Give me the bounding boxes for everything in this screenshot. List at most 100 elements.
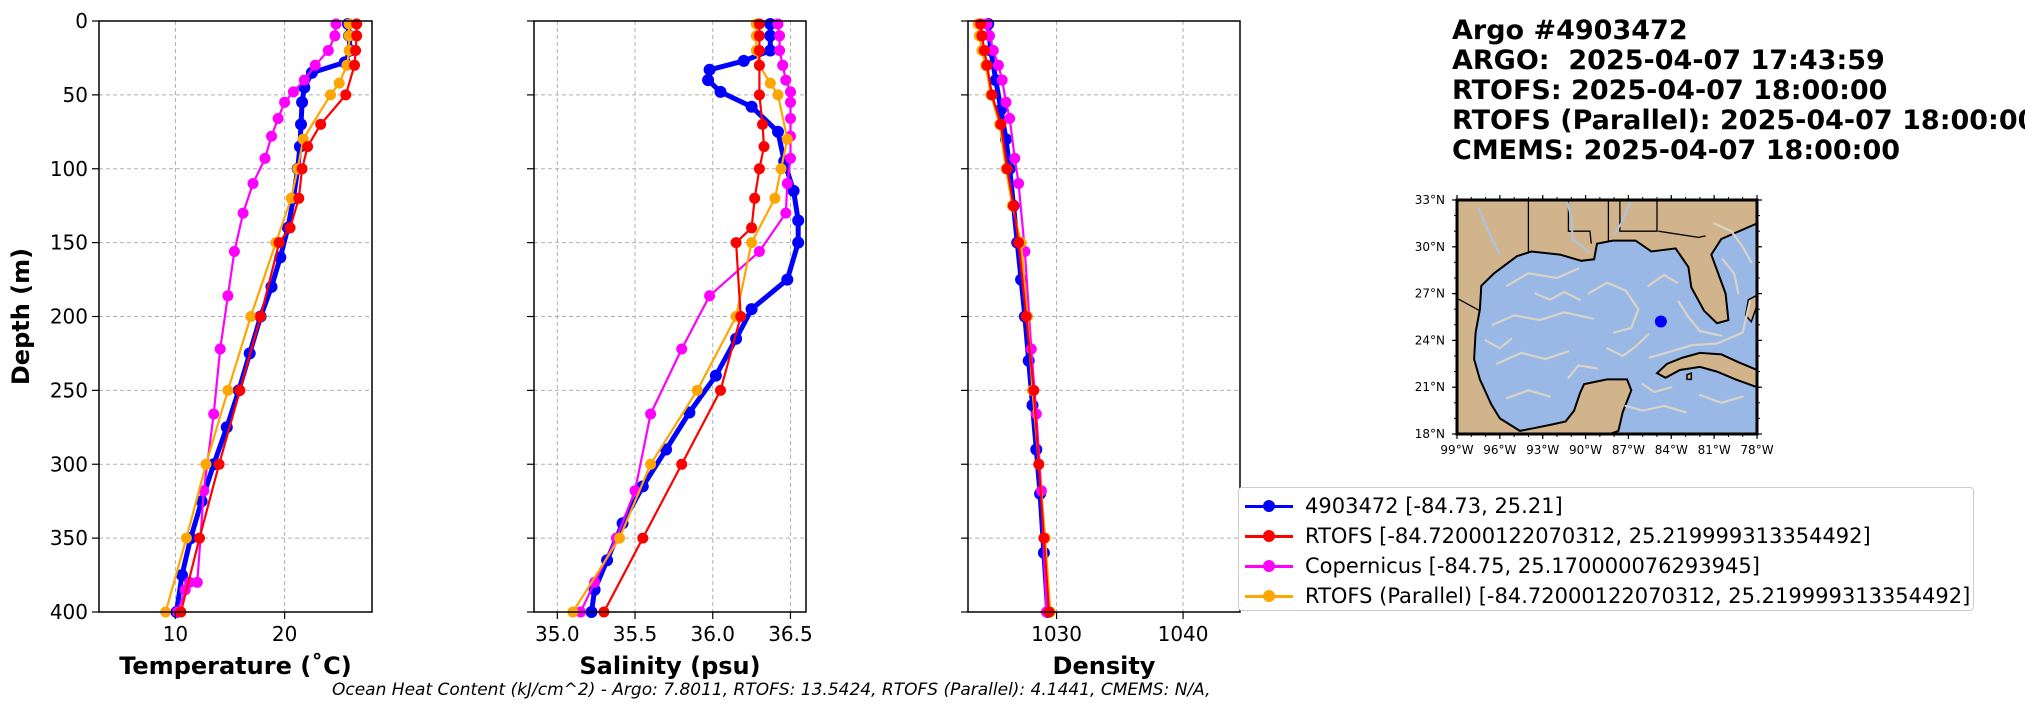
data-point-argo [714,85,727,98]
data-point-copernicus [645,408,657,420]
info-block: Argo #4903472 ARGO: 2025-04-07 17:43:59 … [1452,16,2025,166]
data-point-rtofs [749,192,761,204]
data-point-argo [792,236,805,249]
data-point-rtofs [350,45,362,56]
data-point-copernicus [996,74,1008,86]
data-point-rtofs [753,59,765,71]
map-body [1457,200,1757,434]
map-lat-label: 30°N [1415,240,1445,254]
data-point-copernicus [222,290,234,302]
data-point-copernicus [1013,178,1025,189]
y-tick-label: 100 [50,157,88,181]
data-point-copernicus [259,152,271,164]
data-point-argo [745,100,758,113]
map-lon-label: 78°W [1740,443,1773,457]
data-point-argo [296,96,309,109]
data-point-copernicus [272,113,284,124]
data-point-copernicus [1025,343,1037,355]
data-point-rtofs-parallel [775,163,787,175]
data-point-copernicus [1000,96,1012,108]
data-point-rtofs-parallel [341,59,353,71]
border-line [1567,200,1592,244]
streamline [1698,393,1744,404]
data-point-rtofs-parallel [180,532,192,544]
y-tick-label: 250 [50,378,88,402]
x-tick-label: 20 [272,622,297,646]
series-line-rtofs-parallel [977,23,1052,613]
data-point-rtofs [213,458,225,470]
data-point-copernicus [777,59,789,71]
legend-item-rtofs-parallel: RTOFS (Parallel) [-84.72000122070312, 25… [1245,581,1970,611]
land-north-america [1457,200,1757,434]
data-point-rtofs-parallel [691,384,703,396]
data-point-copernicus [753,246,765,257]
legend-swatch-argo [1245,497,1293,515]
x-tick-label: 36.0 [690,622,735,646]
data-point-copernicus [247,178,259,189]
river-line [1566,200,1591,254]
map-lat-label: 18°N [1415,427,1445,441]
data-point-rtofs-parallel [333,77,345,89]
cmems-time: CMEMS: 2025-04-07 18:00:00 [1452,135,1901,166]
data-point-argo [709,369,722,382]
data-point-rtofs [978,45,990,56]
map-lon-label: 81°W [1698,443,1731,457]
land-cuba [1655,351,1757,389]
streamline [1495,350,1570,365]
data-point-copernicus [191,576,203,588]
data-point-copernicus [780,74,792,86]
x-axis-label: Temperature (˚C) [119,652,352,680]
data-point-copernicus [780,207,792,219]
data-point-rtofs [753,163,765,175]
streamline [1721,258,1740,295]
data-point-copernicus [322,45,334,56]
data-point-rtofs-parallel [222,384,234,396]
data-point-rtofs [757,118,768,130]
map-lon-label: 99°W [1440,443,1473,457]
y-tick-label: 50 [63,83,88,107]
data-point-rtofs-parallel [645,458,657,470]
x-tick-label: 35.5 [613,622,658,646]
argo-time: ARGO: 2025-04-07 17:43:59 [1452,45,1885,76]
data-point-rtofs [753,89,765,101]
x-tick-label: 36.5 [768,622,813,646]
data-point-argo [764,29,777,42]
streamline [1677,300,1723,337]
data-point-rtofs [986,89,998,101]
data-point-rtofs [1001,163,1013,175]
map-lon-label: 87°W [1612,443,1645,457]
data-point-argo [764,44,777,57]
data-point-copernicus [984,30,995,42]
data-point-argo [176,569,188,582]
border-line [1658,230,1706,239]
data-point-rtofs [255,311,267,322]
series-line-argo [985,23,1051,613]
streamline [1587,281,1640,334]
streamline [1534,290,1582,301]
streamline [1641,383,1673,393]
data-point-copernicus [987,45,999,56]
series-line-rtofs [602,24,766,613]
map-lon-label: 96°W [1483,443,1516,457]
data-point-copernicus [214,343,226,355]
data-point-rtofs-parallel [245,311,257,322]
series-line-rtofs [979,23,1051,613]
data-point-rtofs [976,30,988,42]
x-tick-label: 10 [163,622,188,646]
legend-item-copernicus: Copernicus [-84.75, 25.170000076293945] [1245,551,1760,581]
legend-item-argo: 4903472 [-84.73, 25.21] [1245,491,1563,521]
data-point-copernicus [330,18,342,30]
data-point-copernicus [676,343,688,355]
data-point-rtofs [296,163,308,175]
x-tick-label: 1040 [1158,622,1209,646]
data-point-rtofs [1033,458,1045,470]
data-point-argo [745,303,758,316]
data-point-copernicus [279,96,291,108]
data-point-rtofs [676,458,688,470]
streamline [1484,337,1513,350]
legend-label-copernicus: Copernicus [-84.75, 25.170000076293945] [1305,554,1760,578]
streamline [1491,311,1594,326]
river-line [1613,200,1633,235]
data-point-rtofs-parallel [746,237,758,249]
